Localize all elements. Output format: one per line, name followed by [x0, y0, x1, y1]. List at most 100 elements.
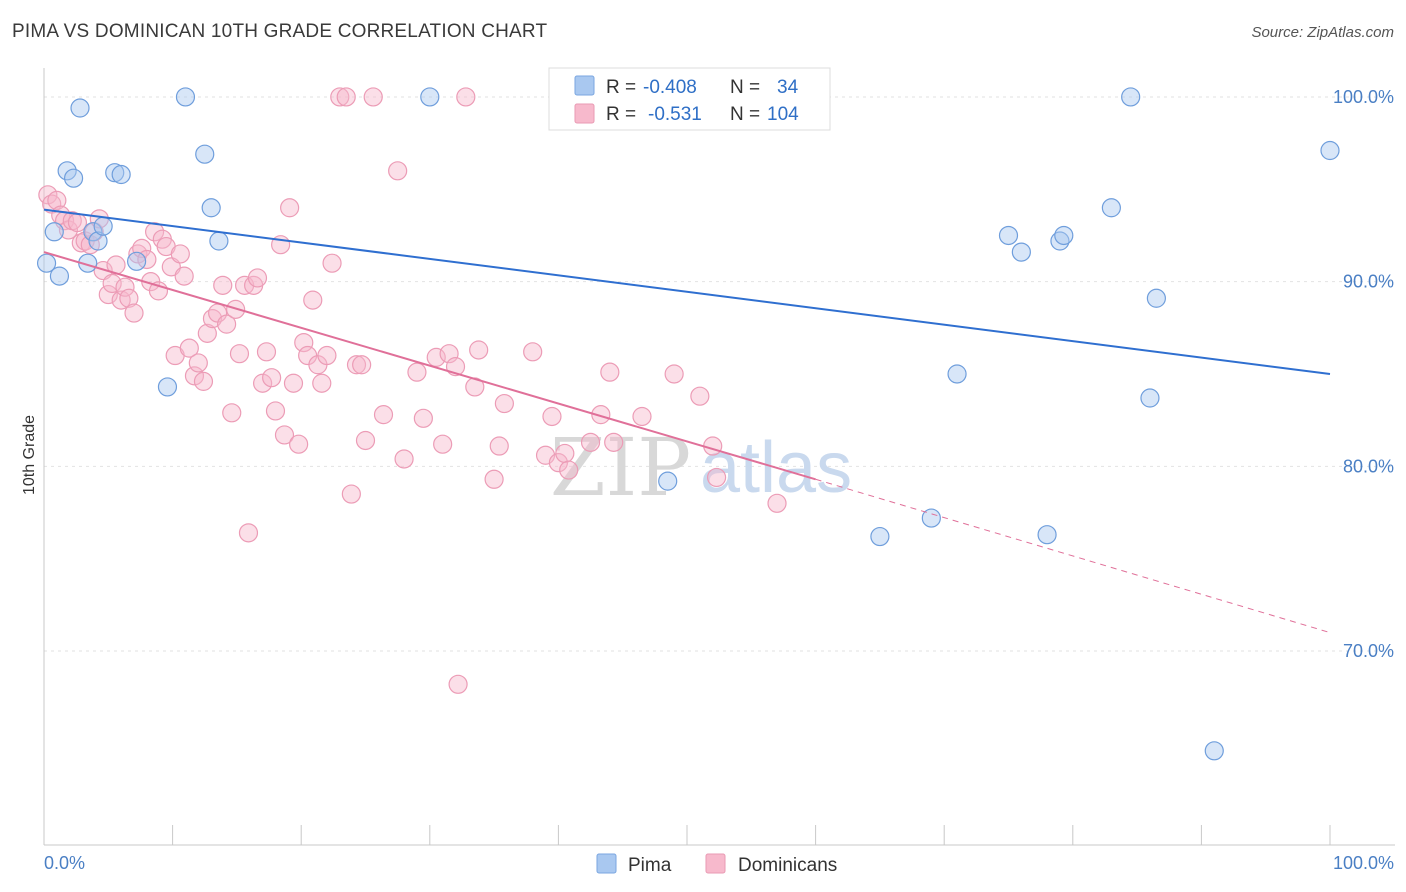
dominicans-point	[690, 386, 710, 406]
bottom-legend: Pima Dominicans	[596, 853, 837, 876]
dominicans-point	[542, 406, 562, 427]
pima-point	[1054, 225, 1074, 246]
dominicans-point	[174, 266, 194, 286]
dominicans-point	[664, 364, 684, 384]
pima-point	[420, 87, 440, 107]
pima-point	[1320, 140, 1340, 161]
dominicans-point	[262, 368, 282, 388]
dominicans-point	[703, 436, 723, 456]
pima-point	[658, 471, 678, 491]
pima-point	[83, 222, 103, 242]
chart-title: PIMA VS DOMINICAN 10TH GRADE CORRELATION…	[12, 21, 548, 42]
dominicans-point	[523, 342, 543, 362]
dominicans-point	[632, 406, 652, 427]
x-tick-label-100: 100.0%	[1333, 853, 1394, 873]
pima-point	[175, 87, 196, 107]
pima-point	[195, 144, 215, 164]
dominicans-point	[274, 425, 295, 445]
dominicans-point	[265, 401, 286, 421]
dominicans-point	[217, 314, 237, 334]
dominicans-point	[124, 303, 144, 323]
pima-point	[1101, 198, 1121, 218]
dominicans-point	[222, 403, 242, 423]
dominicans-point	[494, 393, 514, 414]
dominicans-point	[115, 277, 135, 297]
dominicans-point	[413, 408, 433, 428]
dominicans-point	[591, 405, 611, 425]
dominicans-point	[202, 308, 223, 329]
legend-pima-r-value: -0.408	[643, 77, 697, 98]
bottom-legend-swatch-dominicans	[705, 853, 726, 874]
pima-point	[88, 231, 108, 251]
dominicans-point	[213, 275, 233, 295]
dominicans-point	[600, 362, 620, 382]
y-tick-label-90: 90.0%	[1343, 272, 1394, 292]
pima-point	[57, 161, 77, 181]
pima-point	[1037, 525, 1057, 545]
dominicans-point	[193, 371, 214, 391]
legend-swatch-pima	[574, 75, 595, 96]
trend-lines	[43, 208, 1331, 634]
dominicans-point	[303, 290, 323, 310]
dominicans-point	[767, 493, 787, 513]
pima-point	[1140, 388, 1160, 408]
axes	[43, 68, 1395, 846]
pima-point	[111, 164, 131, 185]
dominicans-point	[388, 161, 408, 181]
pima-point	[70, 98, 90, 118]
dominicans-point	[256, 342, 277, 362]
dominicans-point	[489, 436, 509, 456]
x-tick-labels: 0.0% 100.0%	[44, 853, 1394, 873]
x-tick-label-0: 0.0%	[44, 853, 85, 873]
legend-dominicans-n-value: 104	[767, 104, 799, 125]
dominicans-point	[433, 434, 453, 454]
dominicans-point	[247, 268, 268, 288]
legend-swatch-dominicans	[574, 103, 595, 124]
dominicans-point	[312, 373, 332, 393]
bottom-legend-label-pima: Pima	[628, 855, 672, 876]
legend-box	[548, 67, 831, 131]
legend-dominicans-n-label: N =	[730, 104, 760, 125]
pima-point	[998, 225, 1019, 246]
source-credit: Source: ZipAtlas.com	[1251, 24, 1394, 41]
pima-point	[157, 377, 178, 397]
dominicans-point	[197, 323, 217, 343]
pima-point	[1011, 242, 1031, 262]
pima-point	[44, 222, 64, 242]
series-pima-points	[36, 87, 1340, 761]
top-legend: R = -0.408 N = 34 R = -0.531 N = 104	[548, 67, 831, 131]
dominicans-point	[188, 353, 208, 373]
pima-point	[36, 253, 57, 273]
bottom-legend-label-dominicans: Dominicans	[738, 855, 837, 876]
legend-pima-r-label: R =	[606, 77, 636, 98]
dominicans-point	[229, 344, 250, 364]
y-axis-title: 10th Grade	[21, 415, 38, 495]
y-tick-label-100: 100.0%	[1333, 87, 1394, 107]
dominicans-point	[102, 273, 122, 294]
dominicans-point	[170, 244, 190, 264]
dominicans-point	[47, 190, 67, 210]
y-tick-labels: 70.0% 80.0% 90.0% 100.0%	[1333, 87, 1394, 661]
dominicans-point	[604, 432, 624, 452]
pima-point	[947, 364, 967, 384]
dominicans-point	[580, 432, 601, 452]
dominicans-point	[469, 340, 489, 360]
dominicans-point	[280, 198, 300, 218]
dominicans-point	[559, 460, 579, 480]
y-tick-label-70: 70.0%	[1343, 641, 1394, 661]
dominicans-point	[456, 87, 476, 107]
dominicans-point	[322, 253, 342, 273]
series-dominicans-points	[38, 87, 787, 694]
dominicans-point	[484, 469, 504, 489]
dominicans-point	[346, 355, 367, 375]
dominicans-trend-line	[43, 251, 816, 481]
dominicans-point	[373, 405, 394, 425]
pima-point	[105, 163, 125, 183]
dominicans-point	[394, 449, 414, 469]
pima-point	[870, 526, 890, 547]
bottom-legend-swatch-pima	[596, 853, 617, 874]
pima-point	[126, 251, 147, 271]
dominicans-point	[283, 373, 304, 393]
pima-point	[63, 168, 84, 188]
